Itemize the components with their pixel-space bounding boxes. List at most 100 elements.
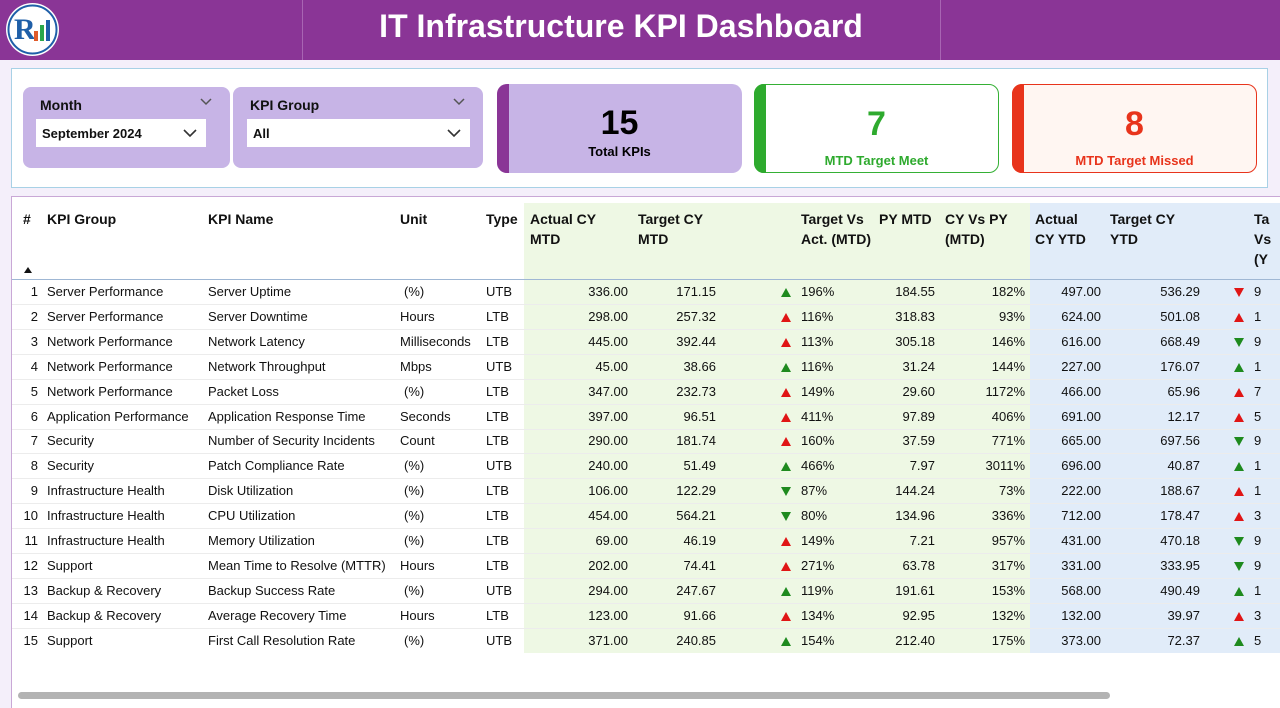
cy-vs-py-mtd-cell: 182% bbox=[991, 284, 1025, 299]
mtd-target-missed-card: 8 MTD Target Missed bbox=[1012, 84, 1257, 173]
table-row[interactable]: 15 Support First Call Resolution Rate (%) UT… bbox=[12, 632, 1280, 652]
target-vs-act-ytd-cell: 1 bbox=[1254, 582, 1262, 598]
target-cy-ytd-cell: 72.37 bbox=[1167, 632, 1200, 648]
unit-cell: Hours bbox=[400, 607, 435, 623]
kpi-group-cell: Server Performance bbox=[47, 308, 164, 324]
target-cy-ytd-cell: 501.08 bbox=[1160, 308, 1200, 324]
column-header-target-vs-act-ytd[interactable]: Ta Vs (Y bbox=[1254, 211, 1272, 267]
py-mtd-cell: 37.59 bbox=[902, 433, 935, 449]
column-header-actual-cy-ytd[interactable]: Actual CY YTD bbox=[1035, 211, 1086, 247]
py-mtd-cell: 7.97 bbox=[909, 458, 935, 474]
column-header-target-vs-act-mtd[interactable]: Target Vs Act. (MTD) bbox=[801, 211, 871, 247]
type-cell: LTB bbox=[486, 433, 509, 449]
cy-vs-py-mtd-cell: 771% bbox=[991, 433, 1025, 449]
actual-cy-ytd-cell: 222.00 bbox=[1061, 483, 1101, 499]
column-header-kpi-name[interactable]: KPI Name bbox=[208, 211, 274, 227]
column-header-actual-cy-mtd[interactable]: Actual CY MTD bbox=[530, 211, 596, 247]
kpi-group-cell: Server Performance bbox=[47, 284, 164, 299]
target-vs-act-ytd-cell: 9 bbox=[1254, 333, 1262, 349]
horizontal-scrollbar[interactable] bbox=[18, 692, 1110, 699]
table-row[interactable]: 13 Backup & Recovery Backup Success Rate (%… bbox=[12, 582, 1280, 602]
arrow-down-icon bbox=[781, 512, 791, 522]
table-row[interactable]: 12 Support Mean Time to Resolve (MTTR) Hour… bbox=[12, 557, 1280, 577]
type-cell: LTB bbox=[486, 557, 509, 573]
card-accent-bar bbox=[1012, 84, 1024, 173]
kpi-name-cell: Mean Time to Resolve (MTTR) bbox=[208, 557, 386, 573]
target-cy-ytd-cell: 40.87 bbox=[1167, 458, 1200, 474]
mtd-target-missed-value: 8 bbox=[1125, 105, 1144, 143]
actual-cy-ytd-cell: 331.00 bbox=[1061, 557, 1101, 573]
target-vs-act-mtd-cell: 87% bbox=[801, 483, 828, 499]
target-cy-mtd-cell: 171.15 bbox=[676, 284, 716, 299]
month-dropdown[interactable]: September 2024 bbox=[36, 119, 206, 147]
kpi-group-cell: Network Performance bbox=[47, 383, 173, 399]
unit-cell: Count bbox=[400, 433, 435, 449]
actual-cy-ytd-cell: 466.00 bbox=[1061, 383, 1101, 399]
row-number: 10 bbox=[23, 508, 38, 524]
type-cell: UTB bbox=[486, 284, 512, 299]
type-cell: LTB bbox=[486, 483, 509, 499]
kpi-group-cell: Support bbox=[47, 632, 93, 648]
table-row[interactable]: 9 Infrastructure Health Disk Utilization (%… bbox=[12, 482, 1280, 502]
card-accent-bar bbox=[754, 84, 766, 173]
kpi-group-cell: Backup & Recovery bbox=[47, 607, 162, 623]
column-header-cy-vs-py-mtd[interactable]: CY Vs PY (MTD) bbox=[945, 211, 1008, 247]
table-row[interactable]: 3 Network Performance Network Latency Milli… bbox=[12, 333, 1280, 353]
target-cy-mtd-cell: 51.49 bbox=[683, 458, 716, 474]
target-cy-mtd-cell: 181.74 bbox=[676, 433, 716, 449]
row-divider bbox=[12, 353, 1280, 355]
target-vs-act-ytd-cell: 9 bbox=[1254, 433, 1262, 449]
actual-cy-mtd-cell: 290.00 bbox=[588, 433, 628, 449]
sort-ascending-icon[interactable] bbox=[24, 267, 32, 273]
arrow-up-icon bbox=[781, 387, 791, 397]
py-mtd-cell: 212.40 bbox=[895, 632, 935, 648]
cy-vs-py-mtd-cell: 3011% bbox=[985, 458, 1025, 474]
table-row[interactable]: 14 Backup & Recovery Average Recovery Time… bbox=[12, 607, 1280, 627]
kpi-group-dropdown[interactable]: All bbox=[247, 119, 470, 147]
table-row[interactable]: 6 Application Performance Application Resp… bbox=[12, 408, 1280, 428]
unit-cell: (%) bbox=[404, 458, 425, 474]
chevron-down-icon[interactable] bbox=[198, 95, 214, 109]
kpi-name-cell: Average Recovery Time bbox=[208, 607, 347, 623]
table-row[interactable]: 8 Security Patch Compliance Rate (%) UTB 240.… bbox=[12, 457, 1280, 477]
table-row[interactable]: 11 Infrastructure Health Memory Utilizatio… bbox=[12, 532, 1280, 552]
column-header-target-cy-ytd[interactable]: Target CY YTD bbox=[1110, 211, 1175, 247]
column-header-unit[interactable]: Unit bbox=[400, 211, 428, 227]
arrow-down-icon bbox=[1234, 288, 1244, 297]
column-header-type[interactable]: Type bbox=[486, 211, 518, 227]
target-cy-ytd-cell: 470.18 bbox=[1160, 533, 1200, 548]
table-row[interactable]: 1 Server Performance Server Uptime (%) UTB 33… bbox=[12, 283, 1280, 303]
arrow-up-icon bbox=[781, 611, 791, 621]
column-header-py-mtd[interactable]: PY MTD bbox=[879, 211, 932, 227]
column-header-target-cy-mtd[interactable]: Target CY MTD bbox=[638, 211, 703, 247]
kpi-group-cell: Network Performance bbox=[47, 333, 173, 349]
table-row[interactable]: 2 Server Performance Server Downtime Hours L… bbox=[12, 308, 1280, 328]
target-vs-act-ytd-cell: 9 bbox=[1254, 557, 1262, 573]
actual-cy-mtd-cell: 123.00 bbox=[588, 607, 628, 623]
table-row[interactable]: 4 Network Performance Network Throughput Mb… bbox=[12, 358, 1280, 378]
row-number: 13 bbox=[23, 582, 38, 598]
table-row[interactable]: 5 Network Performance Packet Loss (%) LTB 347… bbox=[12, 383, 1280, 403]
target-vs-act-ytd-cell: 5 bbox=[1254, 632, 1262, 648]
column-header-kpi-group[interactable]: KPI Group bbox=[47, 211, 117, 227]
target-cy-mtd-cell: 257.32 bbox=[676, 308, 716, 324]
py-mtd-cell: 92.95 bbox=[902, 607, 935, 623]
header-divider-line bbox=[12, 279, 1280, 280]
row-divider bbox=[12, 304, 1280, 305]
row-number: 9 bbox=[30, 483, 38, 499]
kpi-name-cell: First Call Resolution Rate bbox=[208, 632, 356, 648]
actual-cy-mtd-cell: 240.00 bbox=[588, 458, 628, 474]
column-header-num[interactable]: # bbox=[23, 211, 31, 227]
actual-cy-mtd-cell: 294.00 bbox=[588, 582, 628, 598]
table-row[interactable]: 7 Security Number of Security Incidents Cou… bbox=[12, 432, 1280, 452]
kpi-name-cell: Application Response Time bbox=[208, 408, 366, 424]
arrow-up-icon bbox=[781, 412, 791, 422]
py-mtd-cell: 144.24 bbox=[895, 483, 935, 499]
kpi-name-cell: Packet Loss bbox=[208, 383, 279, 399]
table-row[interactable]: 10 Infrastructure Health CPU Utilization (%… bbox=[12, 507, 1280, 527]
target-vs-act-mtd-cell: 113% bbox=[801, 333, 834, 349]
cy-vs-py-mtd-cell: 93% bbox=[998, 308, 1025, 324]
target-vs-act-mtd-cell: 149% bbox=[801, 383, 835, 399]
chevron-down-icon[interactable] bbox=[451, 95, 467, 109]
arrow-down-icon bbox=[781, 487, 791, 497]
